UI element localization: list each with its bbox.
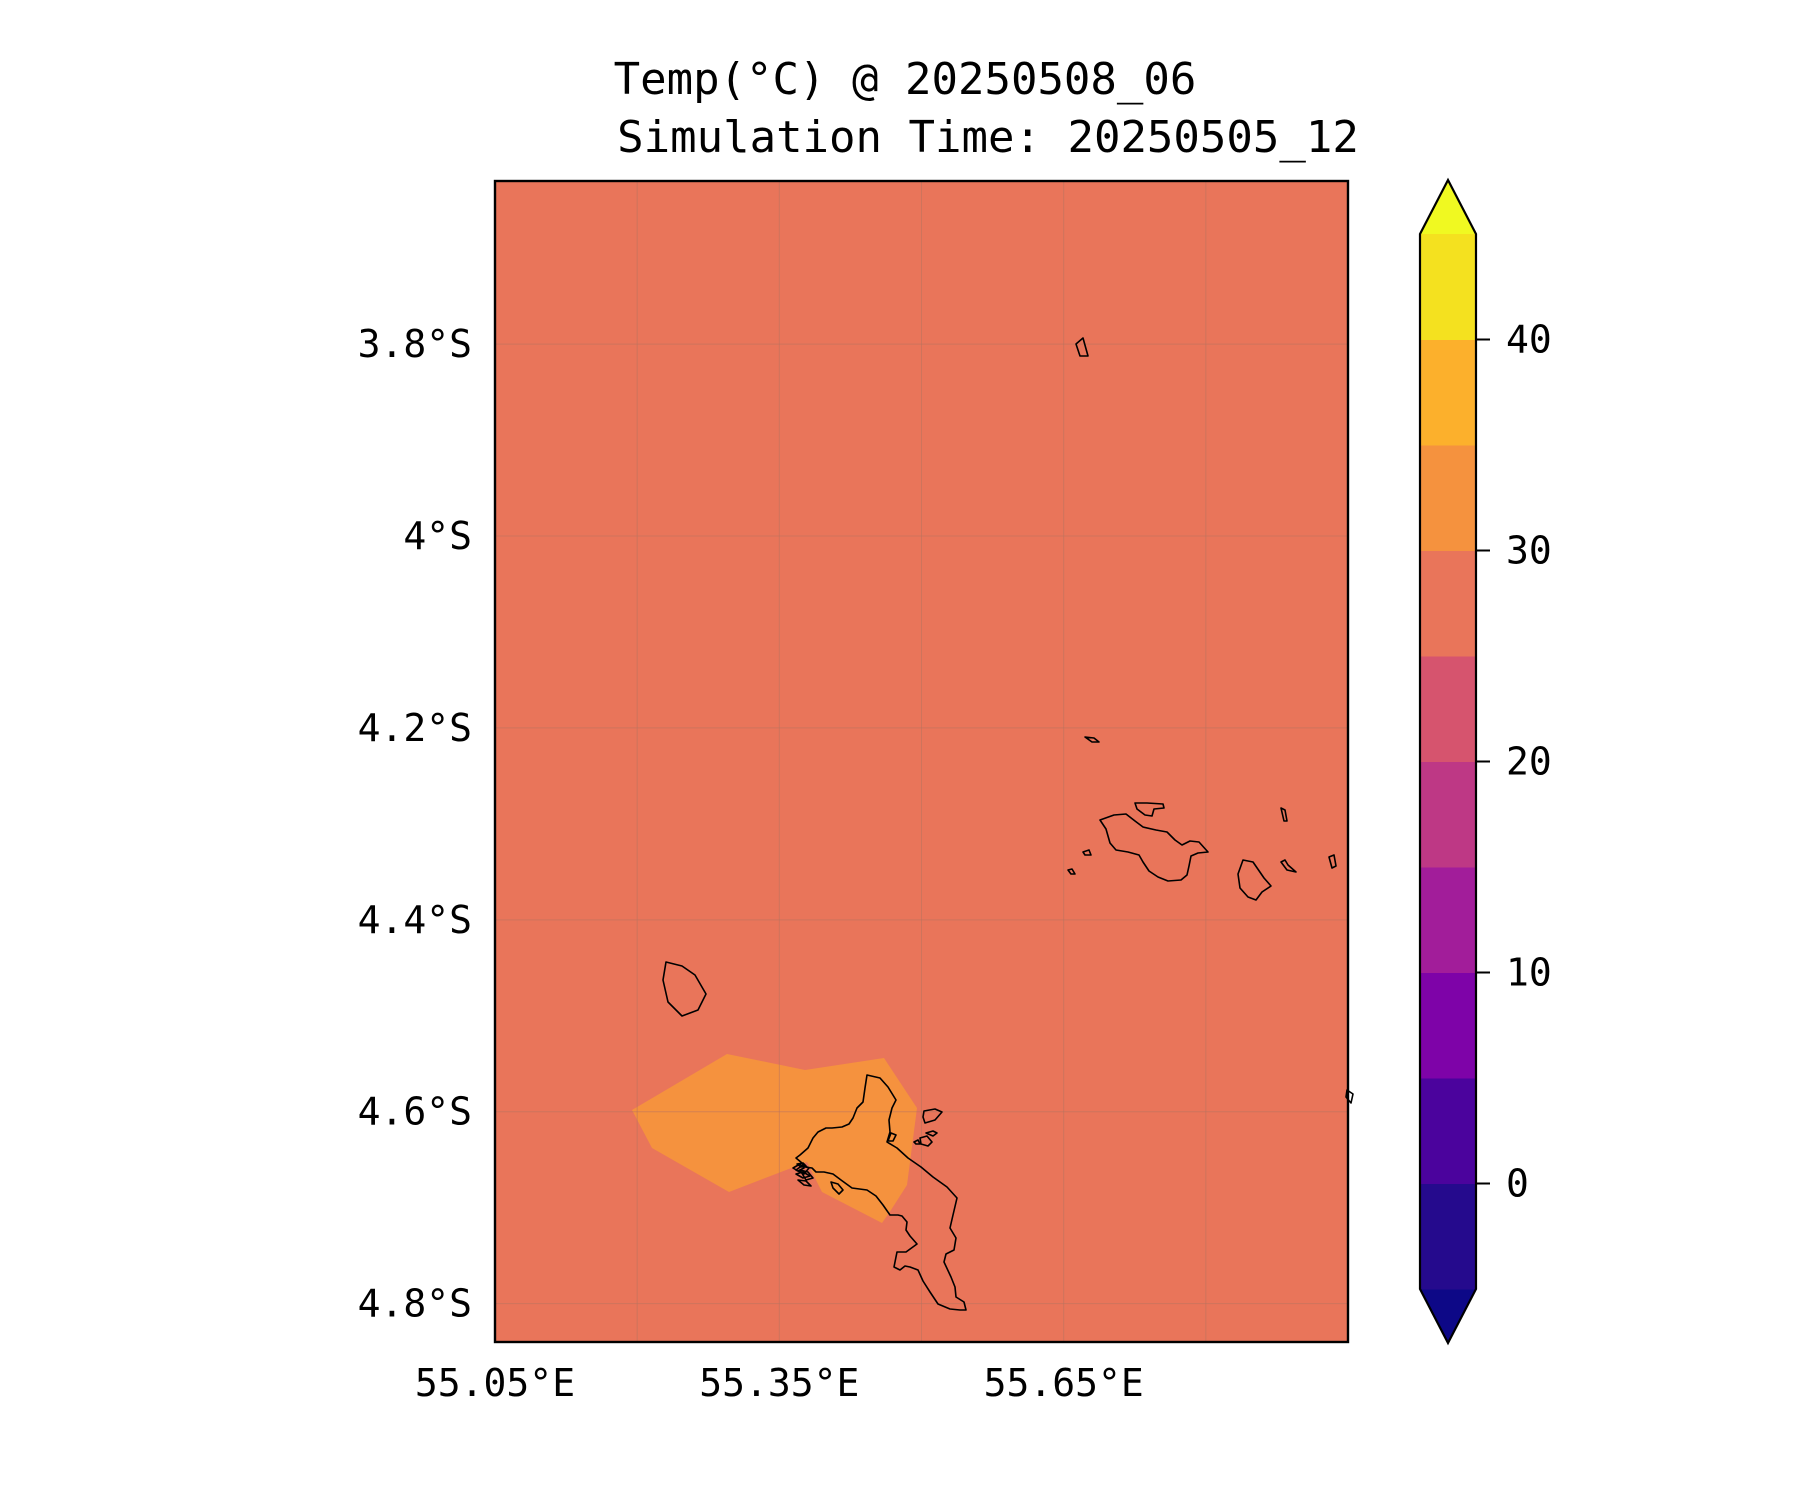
chart-title: Temp(°C) @ 20250508_06 — [613, 54, 1197, 105]
colorbar-tick-label: 0 — [1506, 1162, 1529, 1206]
colorbar-segment — [1420, 1078, 1476, 1184]
map-frame — [493, 179, 1350, 1344]
islet-10 — [925, 1130, 938, 1137]
colorbar-extend-min — [1420, 1289, 1476, 1343]
islet-ne-2 — [1067, 868, 1076, 875]
colorbar-extend-max — [1420, 180, 1476, 234]
y-tick-label: 4.8°S — [358, 1282, 472, 1326]
colorbar-segment — [1420, 656, 1476, 762]
islet-8 — [795, 1171, 811, 1179]
island-mahe — [795, 1074, 967, 1311]
islet-12 — [913, 1139, 921, 1145]
y-tick-label: 3.8°S — [358, 322, 472, 366]
colorbar-tick-label: 20 — [1506, 740, 1552, 784]
y-tick-label: 4.4°S — [358, 898, 472, 942]
islet-11 — [919, 1135, 933, 1147]
y-axis-ticks: 3.8°S 4°S 4.2°S 4.4°S 4.6°S 4.8°S — [358, 322, 472, 1326]
colorbar-segment — [1420, 445, 1476, 551]
islet-4 — [797, 1179, 812, 1187]
island-praslin — [1099, 813, 1209, 882]
x-tick-label: 55.35°E — [699, 1361, 859, 1405]
islet-north — [1075, 337, 1089, 357]
x-tick-label: 55.05°E — [415, 1361, 575, 1405]
y-tick-label: 4.2°S — [358, 706, 472, 750]
colorbar-tick-label: 30 — [1506, 529, 1552, 573]
colorbar-segment — [1420, 234, 1476, 340]
y-tick-label: 4°S — [403, 514, 472, 558]
warm-temperature-region — [632, 1054, 917, 1223]
chart-subtitle: Simulation Time: 20250505_12 — [617, 112, 1359, 163]
island-felicite — [1237, 859, 1272, 901]
islet-1 — [887, 1132, 897, 1142]
silhouette-island — [662, 961, 707, 1017]
colorbar-segment — [1420, 972, 1476, 1079]
colorbar: 0 10 20 30 40 — [1418, 177, 1552, 1346]
colorbar-segment — [1420, 339, 1476, 446]
islet-6 — [796, 1162, 807, 1168]
islet-edge — [1345, 1089, 1354, 1104]
colorbar-segment — [1420, 1183, 1476, 1290]
islet-9 — [922, 1108, 943, 1124]
islet-3 — [799, 1169, 814, 1181]
x-tick-label: 55.65°E — [984, 1361, 1144, 1405]
island-la-digue — [1280, 859, 1297, 873]
colorbar-segment — [1420, 867, 1476, 973]
island-curieuse — [1134, 802, 1165, 817]
islet-ne-3 — [1280, 807, 1288, 822]
y-tick-label: 4.6°S — [358, 1090, 472, 1134]
x-axis-ticks: 55.05°E 55.35°E 55.65°E — [415, 1361, 1144, 1405]
colorbar-tick-label: 10 — [1506, 951, 1552, 995]
islet-ne-1 — [1082, 849, 1092, 856]
colorbar-outline — [1418, 177, 1478, 1346]
islet-east — [1328, 854, 1337, 869]
colorbar-segment — [1420, 550, 1476, 657]
coastlines — [662, 337, 1354, 1311]
islet-7 — [830, 1181, 844, 1195]
colorbar-segment — [1420, 761, 1476, 868]
islet-north-2 — [1084, 736, 1100, 743]
colorbar-tick-label: 40 — [1506, 318, 1552, 362]
